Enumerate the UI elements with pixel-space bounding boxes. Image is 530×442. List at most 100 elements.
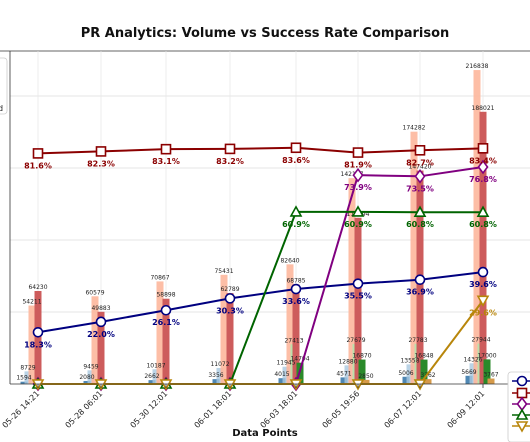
left-legend-text: d (0, 104, 3, 113)
line-marker-triangle (413, 205, 427, 217)
line-marker-triangle-down (515, 421, 529, 433)
bar (483, 359, 491, 384)
line-marker-triangle-down (476, 295, 490, 308)
bar (24, 371, 32, 384)
rate-label: 30.3% (216, 306, 244, 315)
bar (358, 359, 366, 384)
bar (420, 359, 428, 384)
line-marker-diamond (352, 167, 364, 183)
left-legend-box (0, 57, 8, 115)
bar-value-label: 147420 (409, 164, 432, 171)
rate-label: 60.9% (344, 220, 372, 229)
bar (212, 379, 220, 384)
bar-value-label: 62789 (220, 286, 239, 293)
bar (156, 281, 164, 384)
rate-label: 36.9% (406, 288, 434, 297)
right-legend-markers (512, 375, 530, 433)
series-line (37, 146, 484, 155)
chart-title: PR Analytics: Volume vs Success Rate Com… (81, 26, 450, 41)
line-marker-triangle (515, 408, 529, 420)
bar (87, 370, 95, 384)
pct-labels-group: 81.6% 82.3% 83.1% 83.2% 83.6% 81.9% 82.7% 83.4%… (24, 156, 497, 350)
bar (479, 111, 487, 384)
line-marker-triangle (351, 205, 365, 217)
rate-label: 60.8% (406, 220, 434, 229)
rate-label: 18.3% (24, 340, 52, 349)
series-line (37, 271, 484, 334)
bar-value-label: 11072 (210, 361, 229, 368)
bar-value-label: 49883 (91, 305, 110, 312)
line-marker-square (290, 142, 302, 154)
bar-value-label: 16870 (352, 353, 371, 360)
bar (402, 376, 410, 384)
bar-value-label: 10187 (146, 362, 165, 369)
rate-label: 82.3% (87, 159, 115, 168)
bar-value-label: 58898 (156, 292, 175, 299)
bar-value-label: 13558 (400, 357, 419, 364)
right-legend (507, 371, 530, 442)
bar-value-label: 142177 (341, 171, 364, 178)
line-marker-circle (95, 316, 107, 328)
bar (220, 274, 228, 384)
rate-label: 81.9% (344, 161, 372, 170)
bar (152, 369, 160, 384)
bar-value-label: 27679 (346, 337, 365, 344)
bar-value-label: 3767 (483, 372, 498, 379)
rate-label: 83.6% (282, 156, 310, 165)
bar (20, 381, 28, 384)
line-marker-circle (516, 375, 528, 387)
bar (410, 131, 418, 384)
bar (424, 379, 432, 384)
line-marker-square (32, 148, 44, 159)
bar-value-label: 75431 (214, 268, 233, 275)
bar-value-label: 27944 (471, 337, 490, 344)
x-axis-label: Data Points (232, 428, 298, 439)
bar (97, 311, 105, 384)
bar-value-label: 5669 (461, 369, 476, 376)
line-marker-square (224, 143, 236, 155)
bar-value-label: 16848 (414, 353, 433, 360)
line-marker-diamond (477, 159, 489, 175)
bar (406, 364, 414, 384)
line-marker-diamond (414, 168, 426, 184)
bar (340, 377, 348, 384)
rate-label: 82.7% (406, 158, 434, 167)
bar-value-label: 2662 (144, 373, 159, 380)
bar (469, 363, 477, 384)
line-marker-triangle (476, 205, 490, 217)
rate-label: 35.5% (344, 292, 372, 301)
bar (348, 178, 356, 384)
bar (91, 296, 99, 384)
bar (226, 293, 234, 384)
line-marker-circle (32, 326, 44, 338)
bar-value-label: 60579 (85, 289, 104, 296)
bar-value-label: 27783 (408, 337, 427, 344)
line-marker-triangle (289, 205, 303, 217)
rate-label: 33.6% (282, 297, 310, 306)
bar (162, 298, 170, 384)
rate-label: 83.1% (152, 157, 180, 166)
bar-value-label: 8729 (20, 364, 35, 371)
line-marker-circle (352, 278, 364, 289)
bar-value-label: 5006 (398, 370, 413, 377)
bar (362, 379, 370, 384)
bar (465, 375, 473, 384)
rate-label: 73.5% (406, 184, 434, 193)
bar (292, 284, 300, 384)
bar-value-label: 4571 (336, 370, 351, 377)
bar-value-label: 68785 (286, 277, 305, 284)
bar (473, 70, 481, 385)
line-marker-circle (290, 283, 302, 295)
line-marker-square (516, 387, 528, 399)
bar-value-label: 216838 (466, 63, 489, 70)
bar-value-label: 3356 (208, 372, 223, 379)
rate-label: 39.6% (469, 280, 497, 289)
bar (278, 378, 286, 384)
bar (148, 380, 156, 384)
rate-label: 83.2% (216, 157, 244, 166)
bar-value-label: 54211 (22, 299, 41, 306)
line-marker-square (160, 143, 172, 155)
bar (354, 217, 362, 384)
